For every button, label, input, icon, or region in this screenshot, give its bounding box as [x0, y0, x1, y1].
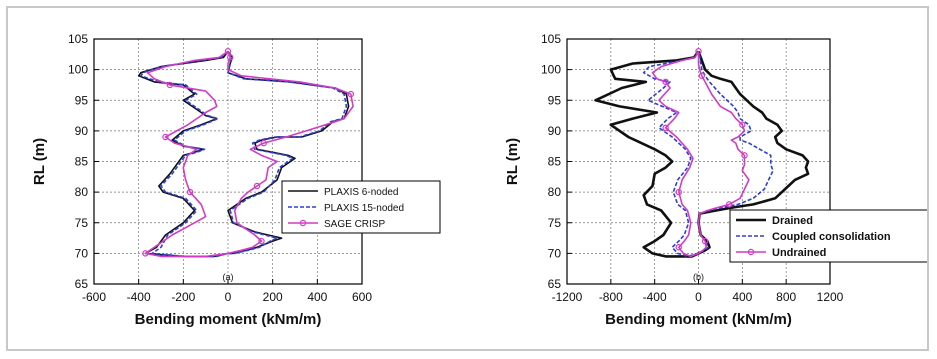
y-tick-label: 85: [75, 155, 89, 169]
series-marker: [253, 182, 261, 190]
x-tick-label: 400: [732, 290, 752, 304]
legend-marker: [299, 219, 307, 227]
series-marker: [186, 188, 194, 196]
plot-area-border: [566, 38, 831, 285]
y-axis-label: RL (m): [31, 138, 48, 185]
legend: Drained Coupled consolidation Undrained: [729, 209, 929, 263]
y-tick-label: 100: [541, 63, 561, 77]
series-marker: [662, 124, 669, 132]
y-tick-label: 105: [68, 32, 88, 46]
legend-label: Coupled consolidation: [772, 231, 891, 243]
series-marker: [347, 90, 355, 98]
x-tick-label: -400: [643, 290, 667, 304]
x-tick-label: -400: [127, 290, 151, 304]
y-tick-label: 65: [75, 277, 89, 291]
x-tick-label: 1200: [817, 290, 844, 304]
series-marker: [142, 250, 149, 257]
legend-label: Undrained: [772, 247, 826, 259]
legend-label: PLAXIS 6-noded: [324, 187, 399, 198]
y-tick-label: 95: [75, 93, 89, 107]
plot-area-border: [93, 38, 363, 285]
y-tick-label: 95: [548, 93, 562, 107]
panel-label: (b): [693, 272, 704, 282]
y-tick-label: 70: [75, 246, 89, 260]
x-tick-label: 0: [695, 290, 702, 304]
x-tick-label: -1200: [552, 290, 583, 304]
series-line-drained: [594, 50, 810, 258]
y-tick-label: 80: [75, 185, 89, 199]
x-tick-label: -200: [171, 290, 195, 304]
y-tick-label: 100: [68, 63, 88, 77]
series-marker: [260, 139, 267, 147]
y-axis-label: RL (m): [504, 138, 521, 185]
series-marker: [675, 188, 682, 196]
x-tick-label: 0: [225, 290, 232, 304]
legend-marker: [747, 248, 755, 256]
x-tick-label: -800: [599, 290, 623, 304]
legend: PLAXIS 6-noded PLAXIS 15-noded SAGE CRISP: [281, 180, 441, 234]
y-tick-label: 75: [548, 216, 562, 230]
x-axis-label: Bending moment (kNm/m): [135, 311, 322, 328]
series-marker: [741, 152, 748, 159]
series-line-sage-crisp: [144, 50, 354, 258]
series-marker: [227, 54, 234, 61]
series-marker: [662, 78, 669, 86]
series-marker: [258, 237, 265, 245]
x-tick-label: 800: [776, 290, 796, 304]
legend-label: Drained: [772, 215, 813, 227]
legend-box: [281, 180, 441, 234]
series-marker: [162, 133, 169, 141]
y-tick-label: 65: [548, 277, 562, 291]
legend-label: SAGE CRISP: [324, 219, 385, 230]
series-marker: [739, 121, 746, 128]
y-tick-label: 70: [548, 246, 562, 260]
x-tick-label: 200: [263, 290, 283, 304]
x-tick-label: -600: [82, 290, 106, 304]
x-tick-label: 400: [307, 290, 327, 304]
x-tick-label: 600: [352, 290, 372, 304]
figure-svg: -600 -400 -200 0 200 400 600 65 70 75 80 85 90 95 100 1…: [31, 32, 929, 328]
series-marker: [698, 72, 705, 79]
series-marker: [701, 237, 709, 245]
legend-label: PLAXIS 15-noded: [324, 203, 404, 214]
series-marker: [675, 244, 682, 251]
series-marker: [166, 81, 174, 89]
y-tick-label: 75: [75, 216, 89, 230]
chart-panel-b: -1200 -800 -400 0 400 800 1200 65 70 75 80 85 90 95 10…: [504, 32, 929, 328]
panel-label: (a): [223, 272, 234, 282]
series-marker: [725, 201, 733, 208]
y-tick-label: 105: [541, 32, 561, 46]
figure-frame: -600 -400 -200 0 200 400 600 65 70 75 80 85 90 95 100 1…: [6, 6, 929, 351]
chart-panel-a: -600 -400 -200 0 200 400 600 65 70 75 80 85 90 95 100 1…: [31, 32, 441, 328]
x-axis-label: Bending moment (kNm/m): [605, 311, 792, 328]
y-tick-label: 80: [548, 185, 562, 199]
y-tick-label: 85: [548, 155, 562, 169]
series-marker: [224, 48, 232, 55]
series-line-coupled-consolidation: [642, 50, 774, 258]
y-tick-label: 90: [548, 124, 562, 138]
y-tick-label: 90: [75, 124, 89, 138]
series-marker: [695, 48, 702, 55]
